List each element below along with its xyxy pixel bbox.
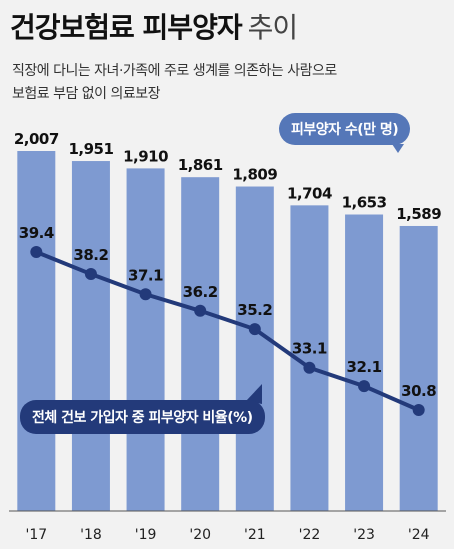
- legend-line-pointer: [246, 384, 262, 404]
- legend-bar-series: 피부양자 수(만 명): [279, 113, 411, 145]
- x-tick-label-7: '24: [408, 527, 430, 543]
- legend-line-series: 전체 건보 가입자 중 피부양자 비율(%): [20, 400, 265, 434]
- line-label-5: 33.1: [292, 340, 327, 358]
- chart-title-main: 건강보험료 피부양자: [10, 11, 243, 44]
- chart-title: 건강보험료 피부양자 추이: [10, 6, 299, 46]
- bar-0: [17, 151, 56, 511]
- line-point-5: [303, 361, 316, 374]
- x-tick-label-5: '22: [299, 527, 321, 543]
- bar-label-6: 1,653: [342, 193, 387, 211]
- bar-label-1: 1,951: [68, 140, 113, 158]
- line-point-6: [358, 380, 371, 393]
- description-line-2: 보험료 부담 없이 의료보장: [12, 86, 161, 102]
- bar-7: [399, 225, 438, 511]
- x-tick-label-0: '17: [25, 527, 47, 543]
- bar-label-3: 1,861: [178, 156, 223, 174]
- description-line-1: 직장에 다니는 자녀·가족에 주로 생계를 의존하는 사람으로: [12, 63, 337, 79]
- bar-label-2: 1,910: [123, 147, 168, 165]
- line-point-1: [84, 268, 97, 281]
- x-tick-label-1: '18: [80, 527, 102, 543]
- line-label-1: 38.2: [73, 246, 108, 264]
- bar-1: [71, 161, 110, 511]
- legend-bar-pointer: [392, 144, 404, 153]
- x-tick-label-4: '21: [244, 527, 266, 543]
- line-point-0: [30, 246, 43, 258]
- line-point-3: [194, 304, 207, 317]
- line-point-2: [139, 288, 152, 301]
- line-label-6: 32.1: [347, 358, 382, 376]
- chart-title-suffix: 추이: [247, 11, 299, 44]
- bar-label-7: 1,589: [396, 205, 441, 223]
- bar-label-0: 2,007: [14, 130, 59, 148]
- line-label-0: 39.4: [19, 224, 54, 242]
- bar-6: [345, 214, 384, 512]
- bar-label-5: 1,704: [287, 184, 332, 202]
- bar-3: [181, 177, 220, 511]
- bar-4: [235, 186, 274, 512]
- x-tick-label-2: '19: [135, 527, 157, 543]
- line-label-4: 35.2: [237, 301, 272, 319]
- bar-2: [126, 168, 165, 511]
- x-tick-label-3: '20: [189, 527, 211, 543]
- line-label-3: 36.2: [183, 283, 218, 301]
- x-tick-label-6: '23: [353, 527, 375, 543]
- line-series: [34, 250, 421, 412]
- chart-description: 직장에 다니는 자녀·가족에 주로 생계를 의존하는 사람으로 보험료 부담 없…: [12, 60, 447, 106]
- line-point-7: [412, 404, 425, 416]
- line-label-7: 30.8: [401, 382, 436, 400]
- line-point-4: [248, 323, 261, 336]
- bar-label-4: 1,809: [232, 166, 277, 184]
- line-label-2: 37.1: [128, 266, 163, 284]
